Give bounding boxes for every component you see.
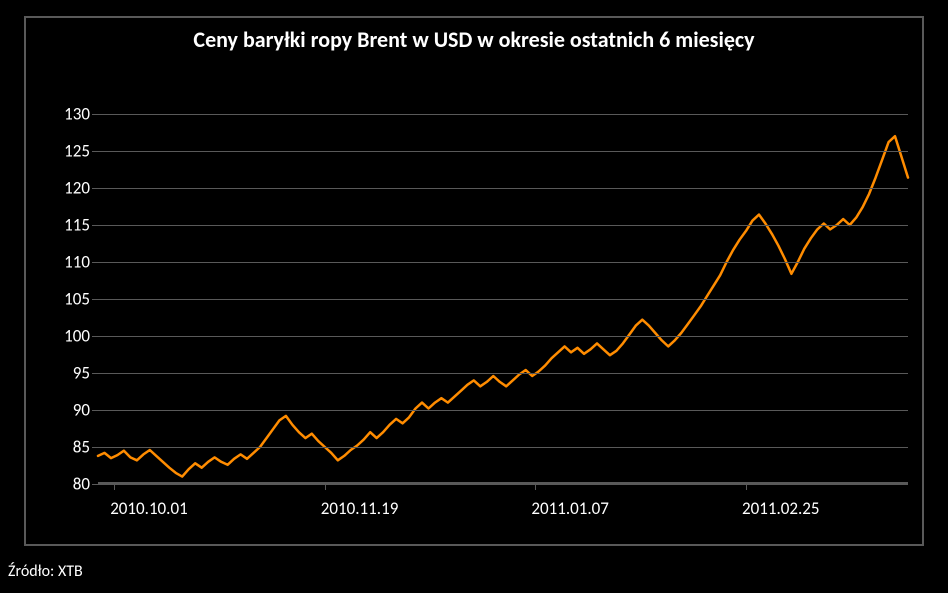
y-tickmark bbox=[92, 151, 98, 152]
y-tick-label: 95 bbox=[48, 363, 90, 384]
y-tick-label: 105 bbox=[48, 289, 90, 310]
y-tickmark bbox=[92, 262, 98, 263]
x-tick-label: 2010.10.01 bbox=[110, 498, 188, 519]
y-gridline bbox=[98, 151, 908, 152]
plot-area: 808590951001051101151201251302010.10.012… bbox=[98, 114, 908, 484]
x-tickmark bbox=[535, 484, 536, 490]
y-tickmark bbox=[92, 410, 98, 411]
y-tick-label: 100 bbox=[48, 326, 90, 347]
y-gridline bbox=[98, 262, 908, 263]
y-gridline bbox=[98, 299, 908, 300]
x-tick-label: 2011.01.07 bbox=[531, 498, 609, 519]
y-tickmark bbox=[92, 336, 98, 337]
y-tickmark bbox=[92, 114, 98, 115]
x-tickmark bbox=[325, 484, 326, 490]
y-gridline bbox=[98, 336, 908, 337]
y-tickmark bbox=[92, 447, 98, 448]
y-tickmark bbox=[92, 484, 98, 485]
y-gridline bbox=[98, 410, 908, 411]
y-tick-label: 80 bbox=[48, 474, 90, 495]
y-tick-label: 110 bbox=[48, 252, 90, 273]
source-label: Źródło: XTB bbox=[8, 562, 83, 581]
y-gridline bbox=[98, 225, 908, 226]
y-tick-label: 130 bbox=[48, 104, 90, 125]
chart-frame: Ceny baryłki ropy Brent w USD w okresie … bbox=[24, 16, 924, 546]
chart-title: Ceny baryłki ropy Brent w USD w okresie … bbox=[26, 18, 922, 54]
y-tickmark bbox=[92, 225, 98, 226]
y-tick-label: 125 bbox=[48, 141, 90, 162]
y-tickmark bbox=[92, 299, 98, 300]
x-tickmark bbox=[746, 484, 747, 490]
y-gridline bbox=[98, 447, 908, 448]
y-tick-label: 115 bbox=[48, 215, 90, 236]
y-gridline bbox=[98, 114, 908, 115]
y-gridline bbox=[98, 373, 908, 374]
y-gridline bbox=[98, 484, 908, 485]
y-tick-label: 120 bbox=[48, 178, 90, 199]
y-gridline bbox=[98, 188, 908, 189]
y-tick-label: 85 bbox=[48, 437, 90, 458]
x-tick-label: 2011.02.25 bbox=[742, 498, 820, 519]
y-tickmark bbox=[92, 373, 98, 374]
y-tick-label: 90 bbox=[48, 400, 90, 421]
x-tick-label: 2010.11.19 bbox=[321, 498, 399, 519]
y-tickmark bbox=[92, 188, 98, 189]
x-tickmark bbox=[114, 484, 115, 490]
